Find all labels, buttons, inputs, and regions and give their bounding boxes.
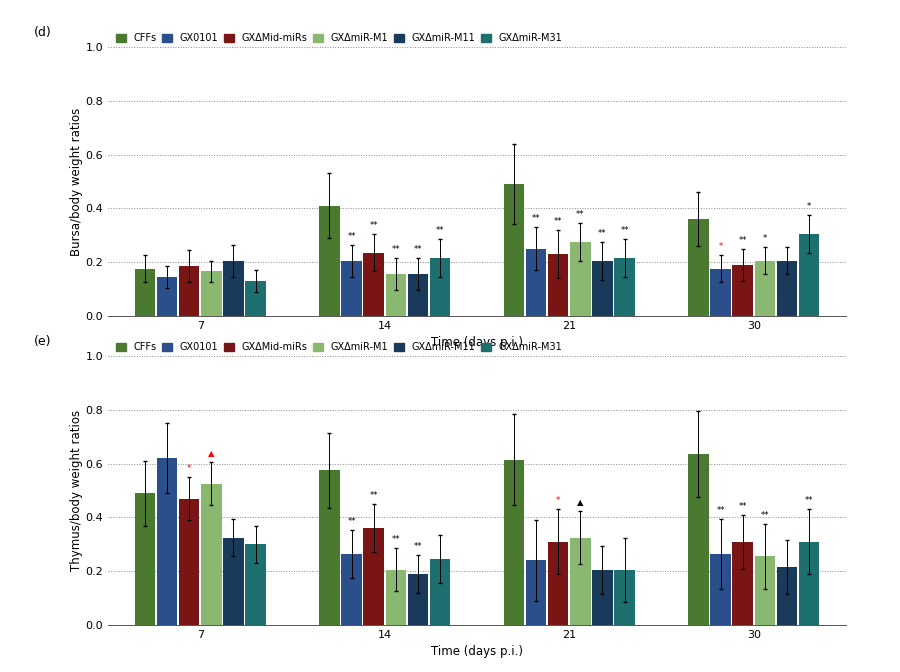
X-axis label: Time (days p.i.): Time (days p.i.) [431,645,523,659]
Bar [548,542,569,625]
Bar [615,570,634,625]
Text: (e): (e) [34,335,51,347]
Text: **: ** [414,542,422,551]
Bar [504,460,524,625]
Text: **: ** [369,491,378,500]
Text: **: ** [436,226,445,235]
Text: **: ** [576,210,585,219]
Bar [570,242,590,316]
Bar [135,269,155,316]
Y-axis label: Thymus/body weight ratios: Thymus/body weight ratios [69,410,83,571]
Bar [246,544,266,625]
Y-axis label: Bursa/body weight ratios: Bursa/body weight ratios [69,108,83,255]
Bar [504,184,524,316]
Bar [777,567,797,625]
Text: **: ** [716,506,725,515]
Bar [246,281,266,316]
Bar [710,269,731,316]
Bar [754,556,775,625]
Bar [179,499,200,625]
Text: ▲: ▲ [208,450,214,458]
Text: **: ** [392,536,400,544]
Text: **: ** [347,232,356,241]
Bar [526,560,546,625]
Bar [592,570,613,625]
Bar [341,261,362,316]
Text: ▲: ▲ [577,498,583,507]
Text: *: * [807,202,811,211]
Bar [341,554,362,625]
Text: **: ** [414,245,422,254]
Legend: CFFs, GX0101, GXΔMid-miRs, GXΔmiR-M1, GXΔmiR-M11, GXΔmiR-M31: CFFs, GX0101, GXΔMid-miRs, GXΔmiR-M1, GX… [112,30,565,46]
Bar [201,484,221,625]
Text: **: ** [738,236,747,245]
Text: *: * [718,243,723,251]
Text: **: ** [532,214,540,223]
Bar [710,554,731,625]
Bar [548,254,569,316]
Bar [733,265,753,316]
Text: **: ** [598,229,607,238]
Bar [135,493,155,625]
Bar [408,274,428,316]
Bar [754,261,775,316]
Bar [179,266,200,316]
Bar [201,271,221,316]
Bar [430,559,450,625]
Text: *: * [762,235,767,243]
Bar [430,258,450,316]
Text: **: ** [392,245,400,254]
X-axis label: Time (days p.i.): Time (days p.i.) [431,336,523,349]
Bar [570,538,590,625]
Bar [688,454,708,625]
Text: **: ** [620,226,629,235]
Bar [799,234,819,316]
Text: **: ** [369,221,378,230]
Text: **: ** [738,502,747,511]
Bar [408,574,428,625]
Text: *: * [556,497,561,505]
Text: **: ** [760,511,770,520]
Bar [385,570,406,625]
Bar [320,470,339,625]
Bar [385,274,406,316]
Text: *: * [187,464,192,473]
Text: **: ** [347,517,356,526]
Bar [157,277,177,316]
Bar [320,206,339,316]
Bar [364,253,384,316]
Text: (d): (d) [34,26,52,38]
Bar [526,249,546,316]
Bar [733,542,753,625]
Bar [615,258,634,316]
Bar [223,538,244,625]
Text: **: ** [805,497,814,505]
Bar [364,528,384,625]
Bar [688,219,708,316]
Legend: CFFs, GX0101, GXΔMid-miRs, GXΔmiR-M1, GXΔmiR-M11, GXΔmiR-M31: CFFs, GX0101, GXΔMid-miRs, GXΔmiR-M1, GX… [112,339,565,355]
Text: **: ** [554,217,562,226]
Bar [592,261,613,316]
Bar [223,261,244,316]
Bar [777,261,797,316]
Bar [799,542,819,625]
Bar [157,458,177,625]
